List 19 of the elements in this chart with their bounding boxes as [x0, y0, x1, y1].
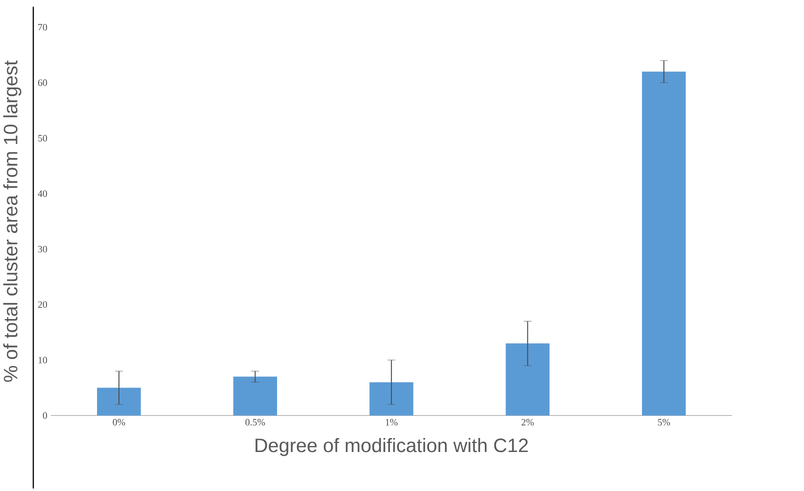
x-tick-label: 0.5%	[245, 418, 265, 426]
x-tick-label: 2%	[522, 418, 534, 426]
bar	[233, 376, 278, 416]
y-tick-label: 10	[38, 356, 48, 364]
x-tick-label: 1%	[386, 418, 398, 426]
x-tick-label: 5%	[658, 418, 670, 426]
y-tick-label: 30	[38, 246, 48, 252]
y-tick-label: 60	[38, 79, 48, 86]
x-axis-title: Degree of modification with C12	[256, 438, 528, 456]
y-tick-label: 40	[38, 190, 48, 197]
bar	[506, 343, 550, 416]
y-tick-label: 70	[38, 24, 48, 30]
bar	[642, 71, 686, 416]
y-tick-label: 50	[38, 134, 48, 142]
y-axis-title: % of total cluster area from 10 largest	[3, 60, 22, 382]
y-tick-label: 0	[42, 412, 48, 419]
x-tick-label: 0%	[112, 418, 126, 426]
y-tick-label: 20	[38, 301, 48, 308]
bar	[97, 388, 141, 416]
